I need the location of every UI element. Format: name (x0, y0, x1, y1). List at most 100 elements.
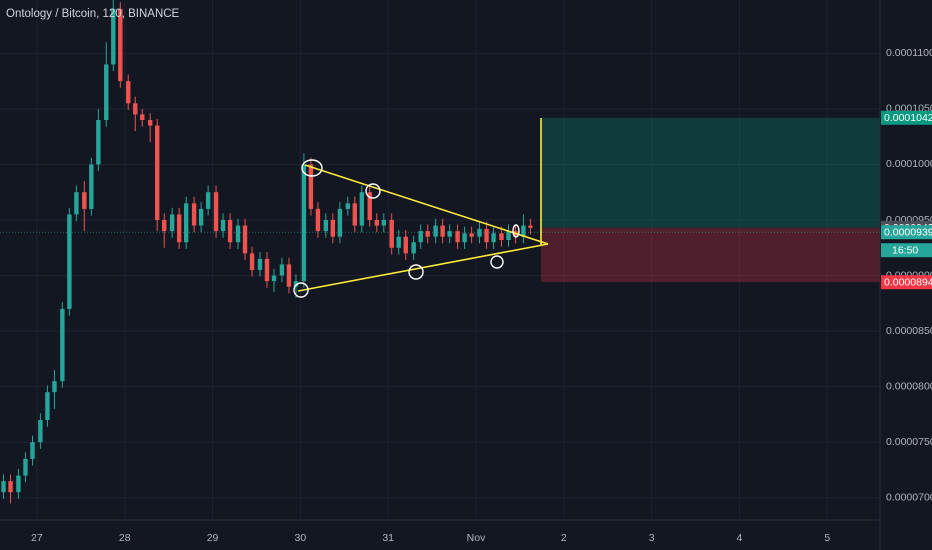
touch-circle (301, 159, 323, 177)
candle-body (242, 225, 248, 254)
x-tick-label: 29 (207, 532, 219, 544)
position-zones (0, 117, 880, 283)
candle-body (345, 203, 350, 209)
candle-body (16, 475, 21, 493)
candle-body (528, 225, 533, 228)
candle-body (169, 214, 175, 232)
candle-body (477, 228, 482, 237)
countdown-box (881, 243, 932, 258)
touch-circle (293, 282, 309, 298)
x-tick-label: 2 (561, 532, 567, 544)
candle-body (396, 236, 401, 248)
touch-circle (408, 264, 424, 280)
triangle-upper (304, 164, 549, 245)
candle-body (60, 308, 65, 382)
x-tick-label: 30 (295, 532, 307, 544)
candle-body (521, 225, 526, 237)
x-tick-label: Nov (467, 532, 486, 544)
stop-label: 0.0000894 (884, 277, 932, 289)
candle-body (418, 231, 423, 243)
candle-body (455, 231, 460, 243)
y-tick-label: 0.0001100 (886, 47, 932, 59)
candle-body (279, 264, 285, 276)
candle-body (133, 103, 138, 115)
candle-body (257, 258, 263, 270)
candle-body (403, 236, 408, 254)
candle-body (308, 164, 314, 209)
candle-body (126, 81, 131, 104)
candle-body (301, 164, 307, 282)
candle-body (352, 203, 358, 226)
candle-body (337, 208, 343, 237)
stop-zone (541, 227, 880, 283)
candle-body (286, 264, 292, 287)
candle-body (330, 220, 336, 237)
candle-body (155, 125, 160, 220)
candle-body (82, 192, 87, 209)
candle-body (315, 208, 321, 232)
target-label: 0.0001042 (884, 112, 932, 124)
grid (0, 0, 880, 520)
x-tick-label: 28 (119, 532, 131, 544)
candle-body (118, 8, 123, 82)
candle-body (499, 233, 504, 240)
candle-body (440, 225, 445, 237)
price-tags: 0.00010420.00009430.000093916:500.000089… (881, 110, 932, 290)
target-box (881, 110, 932, 125)
stop-box (881, 275, 932, 290)
candle-body (249, 253, 255, 270)
x-tick-label: 31 (382, 532, 394, 544)
candle-body (433, 225, 438, 237)
candle-body (104, 64, 109, 120)
candle-body (23, 458, 28, 476)
y-tick-label: 0.0000700 (886, 492, 932, 504)
candle-body (381, 220, 386, 226)
candle-body (469, 233, 474, 237)
candle-body (45, 392, 50, 420)
touch-circle (490, 255, 504, 269)
x-tick-label: 27 (31, 532, 43, 544)
y-tick-label: 0.0000850 (886, 325, 932, 337)
candle-body (96, 120, 101, 165)
candle-body (367, 192, 372, 220)
candles (1, 0, 533, 504)
countdown: 16:50 (892, 245, 918, 257)
candle-body (220, 220, 226, 232)
x-tick-label: 5 (824, 532, 830, 544)
candle-body (484, 228, 489, 243)
candle-body (89, 164, 94, 209)
candle-body (30, 442, 35, 459)
candle-body (264, 258, 270, 282)
candle-body (359, 192, 365, 226)
touch-circle (365, 183, 381, 199)
candle-body (111, 8, 116, 65)
last-price-box (881, 225, 932, 240)
candle-body (227, 220, 233, 243)
x-tick-label: 3 (649, 532, 655, 544)
candle-body (74, 192, 79, 215)
drawings (293, 118, 549, 298)
candle-body (140, 114, 145, 120)
y-tick-label: 0.0000800 (886, 380, 932, 392)
candle-body (176, 214, 182, 243)
candle-body (462, 233, 467, 243)
candle-body (491, 233, 496, 243)
candle-body (271, 275, 277, 282)
candle-body (67, 214, 72, 309)
y-tick-label: 0.0001000 (886, 158, 932, 170)
candle-body (1, 481, 6, 493)
x-tick-label: 4 (737, 532, 743, 544)
candle-body (198, 208, 204, 226)
candle-body (235, 225, 241, 243)
y-tick-label: 0.0000750 (886, 436, 932, 448)
candle-body (162, 220, 167, 232)
candle-body (8, 481, 13, 493)
chart-title: Ontology / Bitcoin, 120, BINANCE (6, 8, 180, 20)
triangle-lower (297, 243, 549, 292)
candle-body (411, 242, 416, 254)
candle-body (38, 420, 43, 443)
candle-body (447, 231, 452, 237)
candle-body (506, 231, 511, 240)
candle-body (389, 220, 394, 248)
candle-body (147, 120, 153, 126)
